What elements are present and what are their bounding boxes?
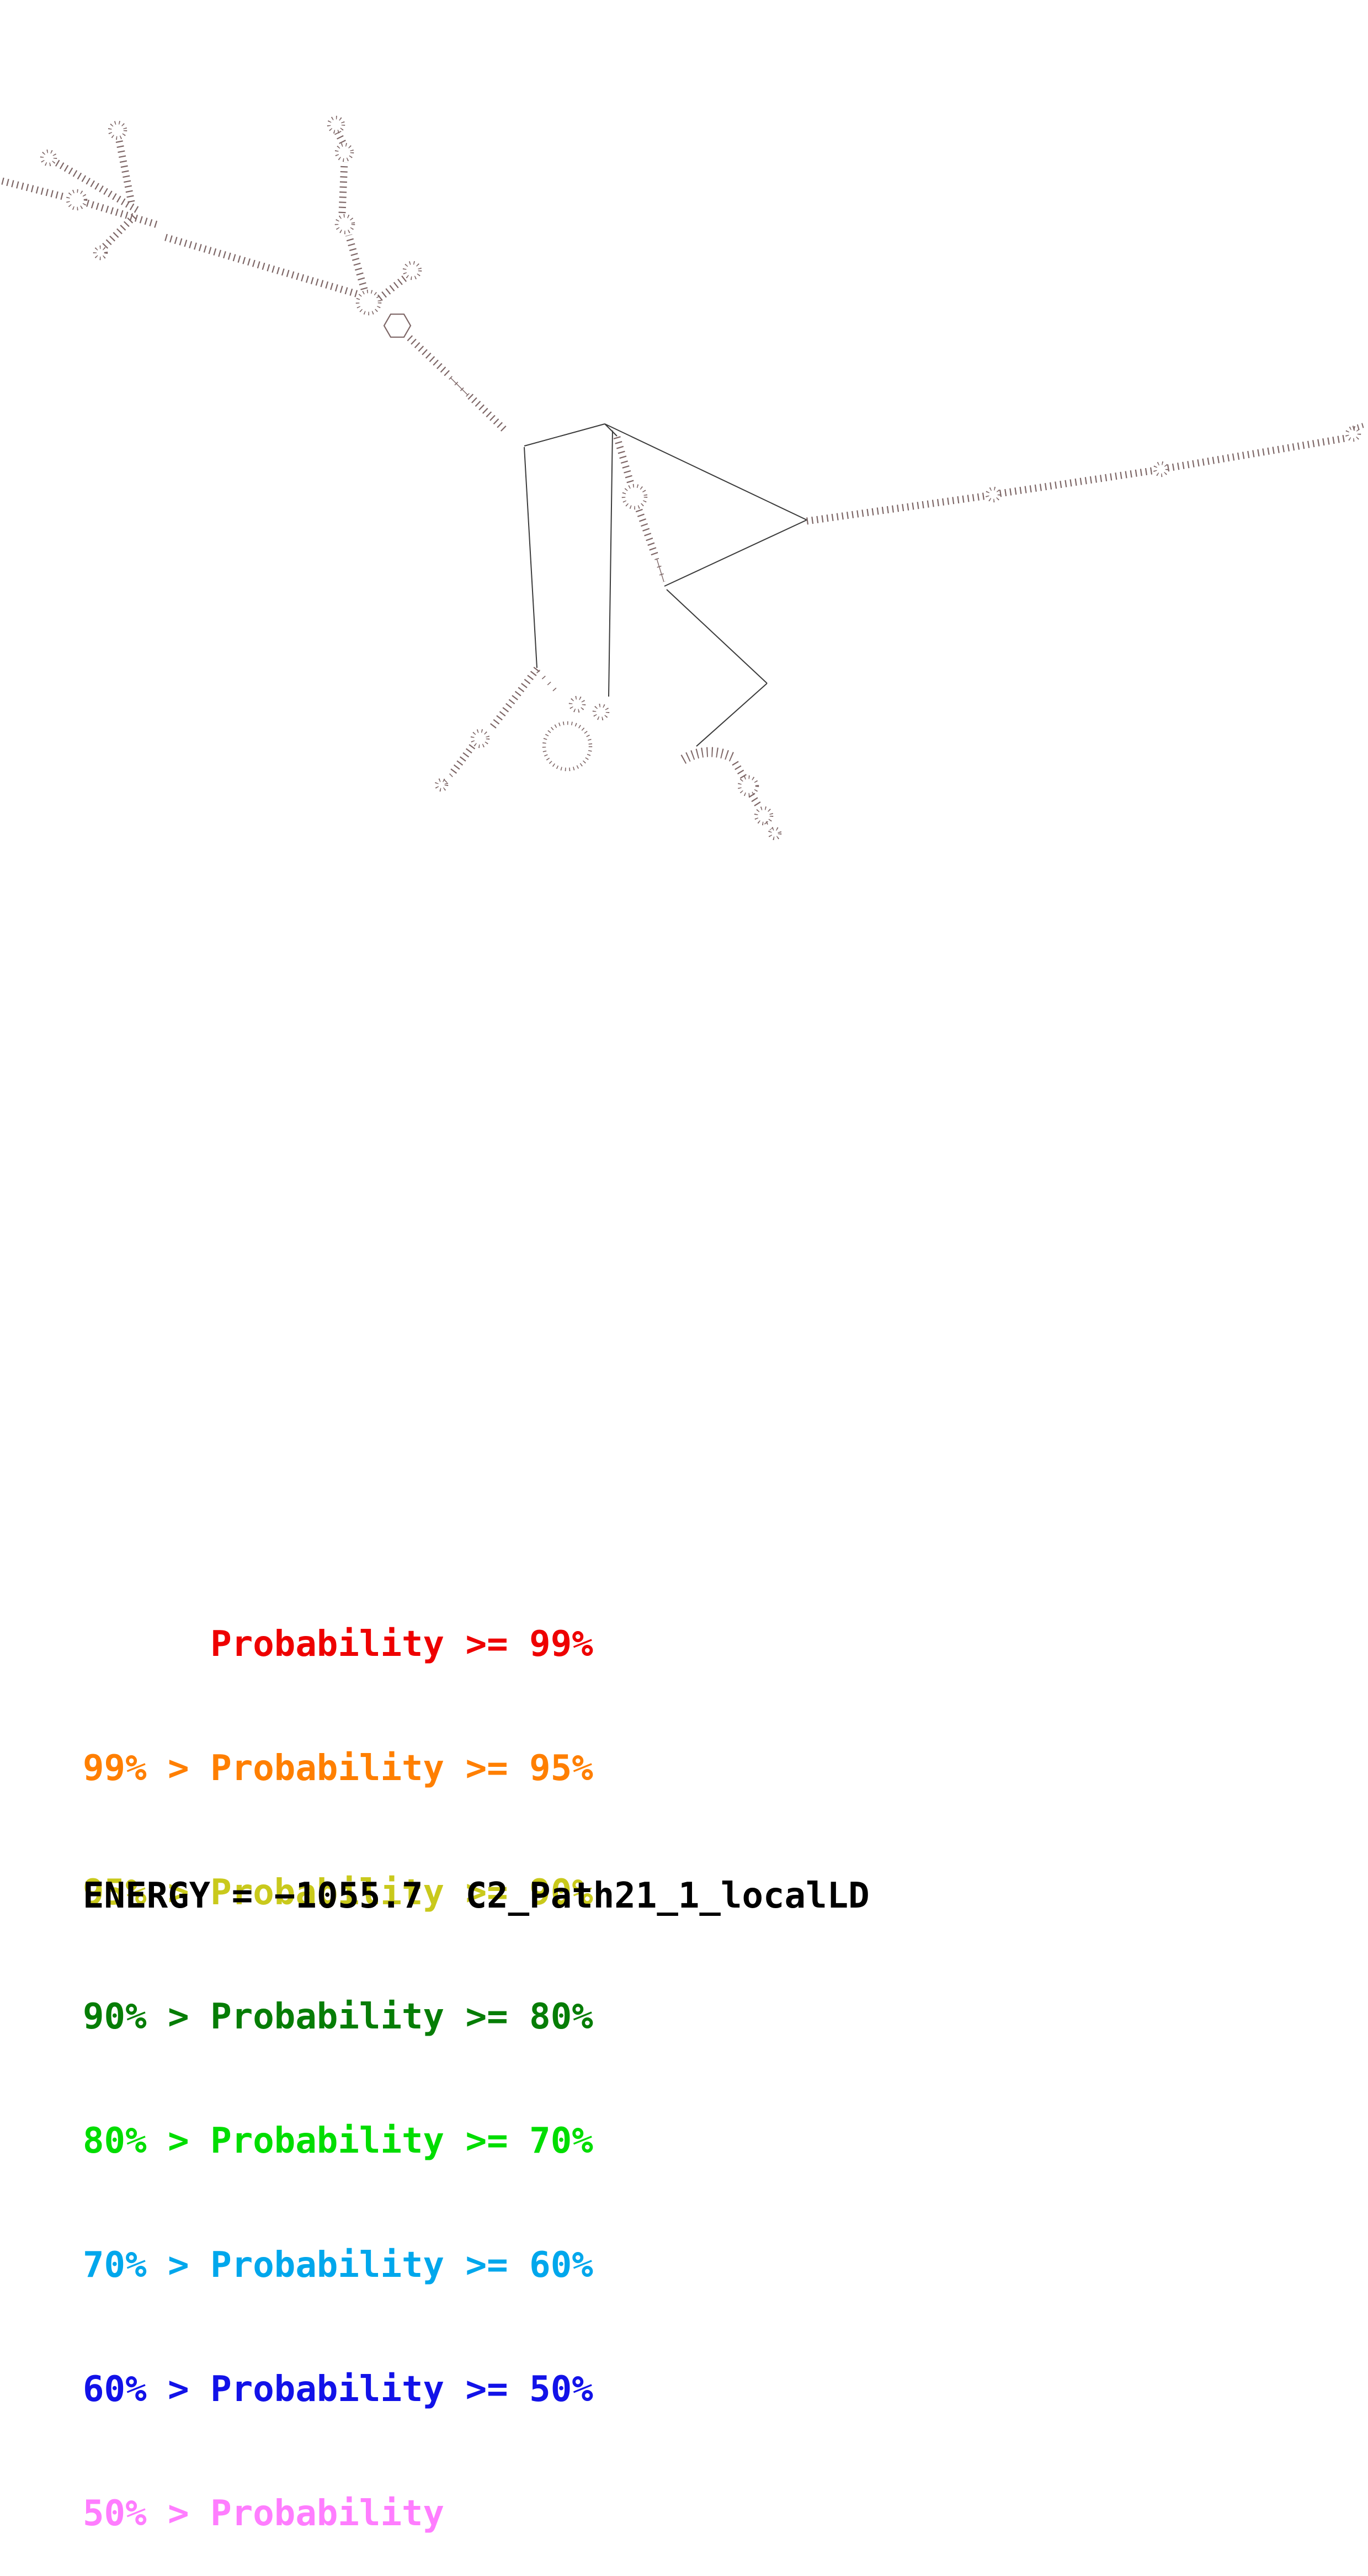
hexagonal-loop xyxy=(383,314,412,338)
legend-row-p80: 90% > Probability >= 80% xyxy=(83,1996,593,2037)
legend-row-below50: 50% > Probability xyxy=(83,2493,445,2534)
legend-row-p70: 80% > Probability >= 70% xyxy=(83,2121,593,2161)
legend-row-p50: 60% > Probability >= 50% xyxy=(83,2369,593,2410)
legend-row-p90: 95% > Probability >= 90% xyxy=(83,1872,593,1913)
structure-id: C2_Path21_1_localLD xyxy=(465,1876,870,1916)
large-interior-loop xyxy=(542,721,593,772)
loop-circles xyxy=(40,115,1361,841)
helix-stems xyxy=(1,131,1367,809)
legend-row-p60: 70% > Probability >= 60% xyxy=(83,2245,593,2286)
single-strand-segments xyxy=(443,376,774,831)
energy-readout: ENERGY = −1055.7 C2_Path21_1_localLD xyxy=(83,1876,870,1916)
legend-row-p95: 99% > Probability >= 95% xyxy=(83,1748,593,1789)
terminal-fan xyxy=(680,747,738,764)
energy-separator xyxy=(423,1876,466,1916)
connector-lines xyxy=(524,423,807,747)
energy-value: ENERGY = −1055.7 xyxy=(83,1876,423,1916)
probability-legend: Probability >= 99% 99% > Probability >= … xyxy=(83,1541,593,2576)
legend-row-p99: Probability >= 99% xyxy=(83,1624,593,1665)
rna-structure-diagram xyxy=(1,115,1367,841)
